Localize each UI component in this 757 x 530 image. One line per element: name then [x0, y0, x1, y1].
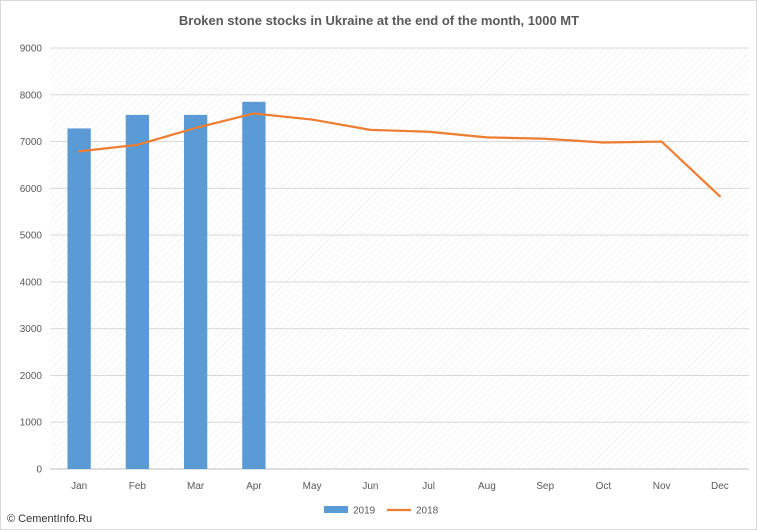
- y-tick-label: 8000: [20, 90, 43, 101]
- y-tick-label: 6000: [20, 184, 43, 195]
- series-2019-bars: [67, 101, 266, 470]
- x-tick-label: Jan: [71, 481, 87, 492]
- bar-2019: [183, 114, 208, 470]
- x-tick-label: Dec: [711, 481, 729, 492]
- legend-swatch-2019: [324, 506, 348, 513]
- series-2018-line: [78, 112, 721, 198]
- y-tick-label: 2000: [20, 371, 43, 382]
- x-tick-label: May: [303, 481, 322, 492]
- x-tick-label: Oct: [596, 481, 612, 492]
- watermark: © CementInfo.Ru: [7, 513, 92, 525]
- plot-area: [50, 48, 749, 469]
- bar-2019: [67, 128, 91, 470]
- y-tick-label: 4000: [20, 277, 43, 288]
- bar-2019: [125, 114, 150, 470]
- x-tick-label: Mar: [187, 481, 205, 492]
- y-tick-label: 1000: [20, 418, 43, 429]
- y-tick-label: 9000: [20, 44, 43, 55]
- x-tick-label: Apr: [246, 481, 262, 492]
- x-tick-label: Jun: [362, 481, 378, 492]
- y-tick-label: 7000: [20, 137, 43, 148]
- x-tick-label: Aug: [478, 481, 496, 492]
- x-tick-label: Jul: [422, 481, 435, 492]
- x-tick-label: Feb: [129, 481, 147, 492]
- legend-label-2019: 2019: [353, 506, 376, 517]
- x-tick-label: Nov: [653, 481, 671, 492]
- y-tick-label: 5000: [20, 231, 43, 242]
- legend-label-2018: 2018: [416, 506, 439, 517]
- legend: 2019 2018: [324, 506, 439, 517]
- x-tick-label: Sep: [536, 481, 554, 492]
- axes: 0 1000 2000 3000 4000 5000 6000 7000 8000 9000 Jan…: [20, 44, 749, 492]
- chart-title: Broken stone stocks in Ukraine at the en…: [179, 13, 579, 28]
- y-tick-label: 3000: [20, 324, 43, 335]
- y-tick-label: 0: [36, 465, 42, 476]
- bar-2019: [242, 101, 266, 470]
- series-2018-line-group: [78, 112, 721, 198]
- gridlines: [50, 47, 749, 423]
